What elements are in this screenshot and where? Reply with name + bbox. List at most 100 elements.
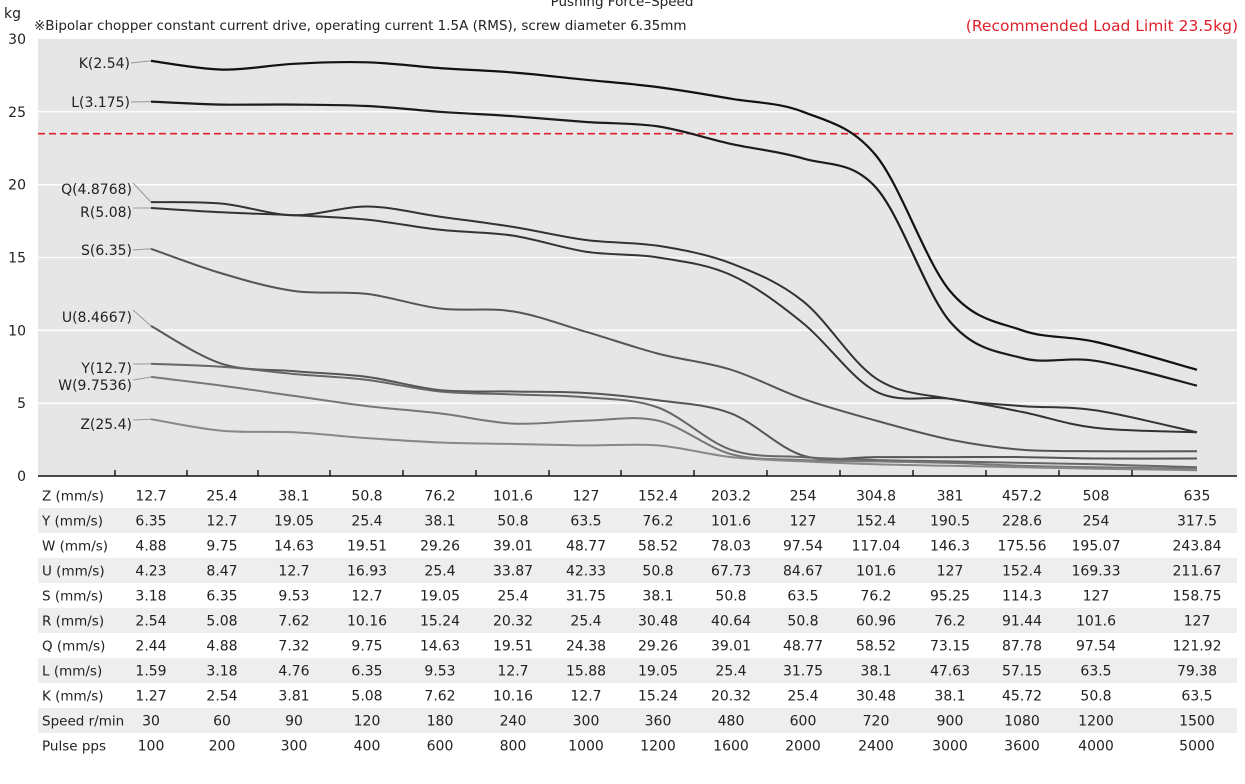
y-tick-label: 20	[8, 178, 26, 194]
series-name-label: L(3.175)	[71, 95, 130, 111]
table-cell: 15.24	[638, 689, 678, 705]
table-cell: 127	[937, 564, 964, 580]
table-cell: 48.77	[566, 539, 606, 555]
table-cell: 76.2	[642, 514, 673, 530]
table-cell: 4.23	[135, 564, 166, 580]
table-cell: 91.44	[1002, 614, 1042, 630]
table-cell: 19.51	[347, 539, 387, 555]
series-name-label: Z(25.4)	[80, 417, 132, 433]
table-cell: 400	[354, 739, 381, 755]
table-cell: 19.51	[493, 639, 533, 655]
series-label-leader	[132, 309, 152, 327]
series-name-label: U(8.4667)	[62, 310, 132, 326]
table-cell: 50.8	[351, 489, 382, 505]
table-cell: 25.4	[787, 689, 818, 705]
table-cell: 1200	[1078, 714, 1114, 730]
table-cell: 100	[138, 739, 165, 755]
series-line-8	[150, 375, 1198, 470]
table-cell: 12.7	[570, 689, 601, 705]
table-cell: 12.7	[278, 564, 309, 580]
table-cell: 635	[1184, 489, 1211, 505]
table-cell: 38.1	[642, 589, 673, 605]
table-cell: 48.77	[783, 639, 823, 655]
table-cell: 200	[209, 739, 236, 755]
table-cell: 20.32	[711, 689, 751, 705]
table-cell: 90	[285, 714, 303, 730]
table-cell: 19.05	[420, 589, 460, 605]
table-row-stripe	[38, 508, 1237, 533]
table-cell: 45.72	[1002, 689, 1042, 705]
table-cell: 800	[500, 739, 527, 755]
table-row-label: W (mm/s)	[42, 539, 108, 555]
series-name-label: K(2.54)	[79, 56, 130, 72]
table-cell: 4.88	[135, 539, 166, 555]
series-label-leader	[130, 60, 152, 64]
series-line-1	[150, 59, 1198, 371]
table-cell: 50.8	[642, 564, 673, 580]
table-cell: 120	[354, 714, 381, 730]
series-name-label: W(9.7536)	[58, 378, 132, 394]
table-cell: 15.24	[420, 614, 460, 630]
table-cell: 243.84	[1173, 539, 1222, 555]
table-cell: 508	[1083, 489, 1110, 505]
table-cell: 58.52	[856, 639, 896, 655]
table-cell: 175.56	[998, 539, 1047, 555]
table-cell: 76.2	[934, 614, 965, 630]
table-cell: 38.1	[860, 664, 891, 680]
table-cell: 2.54	[135, 614, 166, 630]
table-cell: 9.75	[206, 539, 237, 555]
x-axis	[38, 470, 1237, 477]
table-cell: 101.6	[1076, 614, 1116, 630]
table-cell: 1080	[1004, 714, 1040, 730]
table-cell: 9.75	[351, 639, 382, 655]
table-cell: 127	[790, 514, 817, 530]
table-cell: 190.5	[930, 514, 970, 530]
table-cell: 25.4	[351, 514, 382, 530]
table-cell: 5.08	[351, 689, 382, 705]
table-cell: 158.75	[1173, 589, 1222, 605]
table-row-label: K (mm/s)	[42, 689, 104, 705]
table-cell: 33.87	[493, 564, 533, 580]
table-cell: 10.16	[493, 689, 533, 705]
table-cell: 101.6	[711, 514, 751, 530]
table-cell: 240	[500, 714, 527, 730]
table-cell: 78.03	[711, 539, 751, 555]
table-cell: 25.4	[497, 589, 528, 605]
chart-title-fragment: Pushing Force–Speed	[551, 0, 694, 10]
table-cell: 2000	[785, 739, 821, 755]
table-cell: 20.32	[493, 614, 533, 630]
table-cell: 9.53	[424, 664, 455, 680]
table-cell: 152.4	[856, 514, 896, 530]
table-cell: 73.15	[930, 639, 970, 655]
series-line-7	[150, 362, 1198, 469]
y-tick-label: 30	[8, 32, 26, 48]
table-cell: 30	[142, 714, 160, 730]
series-name-label: Y(12.7)	[80, 361, 132, 377]
table-cell: 57.15	[1002, 664, 1042, 680]
table-cell: 84.67	[783, 564, 823, 580]
table-cell: 1500	[1179, 714, 1215, 730]
table-cell: 12.7	[206, 514, 237, 530]
table-cell: 2.54	[206, 689, 237, 705]
table-cell: 15.88	[566, 664, 606, 680]
table-row-stripe	[38, 708, 1237, 733]
table-cell: 67.73	[711, 564, 751, 580]
y-tick-label: 5	[17, 396, 26, 412]
table-cell: 12.7	[135, 489, 166, 505]
recommended-load-limit-label: (Recommended Load Limit 23.5kg)	[966, 17, 1238, 35]
table-cell: 3.18	[135, 589, 166, 605]
table-cell: 300	[281, 739, 308, 755]
table-cell: 317.5	[1177, 514, 1217, 530]
series-label-leader	[132, 182, 152, 203]
table-cell: 50.8	[715, 589, 746, 605]
series-line-3	[150, 201, 1198, 434]
table-row-stripe	[38, 658, 1237, 683]
table-row-label: Z (mm/s)	[42, 489, 104, 505]
table-cell: 60	[213, 714, 231, 730]
table-cell: 38.1	[278, 489, 309, 505]
table-cell: 7.62	[424, 689, 455, 705]
table-cell: 79.38	[1177, 664, 1217, 680]
series-line-5	[150, 247, 1198, 453]
table-cell: 7.62	[278, 614, 309, 630]
table-cell: 97.54	[1076, 639, 1116, 655]
